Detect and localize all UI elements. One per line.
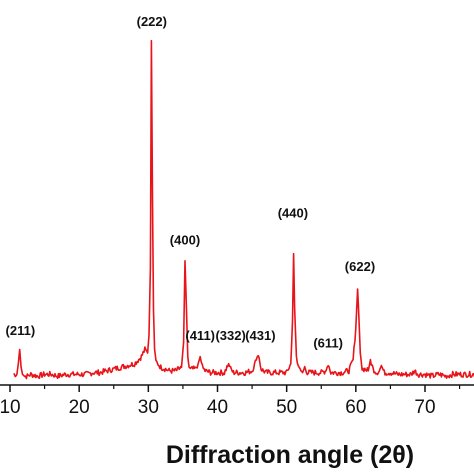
peak-label: (611): [313, 335, 343, 350]
peak-labels: (211) (222) (400) (411) (332) (431) (440) (611)…: [6, 14, 376, 350]
xrd-series-line: [13, 39, 474, 380]
axes: [0, 384, 474, 392]
peak-label: (222): [137, 14, 167, 29]
peak-label: (211): [6, 323, 36, 338]
x-tick-label: 40: [207, 397, 228, 418]
peak-label: (440): [278, 206, 308, 221]
tick-labels: 10 20 30 40 50 60 70: [0, 397, 436, 418]
x-axis-title: Diffraction angle (2θ): [166, 441, 414, 469]
peak-label: (431): [245, 328, 275, 343]
peak-label: (622): [345, 259, 375, 274]
peak-label: (400): [170, 232, 200, 247]
x-tick-label: 20: [69, 397, 90, 418]
x-tick-label: 30: [138, 397, 159, 418]
x-tick-label: 60: [345, 397, 366, 418]
x-tick-label: 70: [414, 397, 435, 418]
x-tick-label: 10: [0, 397, 21, 418]
x-tick-label: 50: [276, 397, 297, 418]
peak-label: (332): [215, 328, 245, 343]
series-layer: [13, 39, 474, 380]
peak-label: (411): [185, 328, 215, 343]
